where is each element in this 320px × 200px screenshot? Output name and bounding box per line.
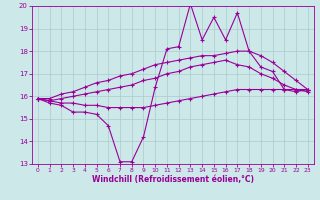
X-axis label: Windchill (Refroidissement éolien,°C): Windchill (Refroidissement éolien,°C) [92, 175, 254, 184]
